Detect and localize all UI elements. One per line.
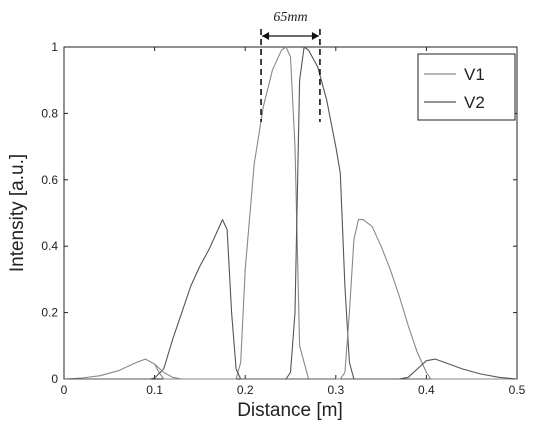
x-tick-label: 0.4 [418,383,435,397]
x-tick-label: 0 [61,383,68,397]
series-line-segment-5 [154,363,218,380]
series-line-segment-3 [335,219,517,380]
x-tick-label: 0.1 [146,383,163,397]
x-tick-label: 0.2 [237,383,254,397]
legend-label-v1: V1 [464,65,485,84]
axis-ticks: 0 0.1 0.2 0.3 0.4 0.5 0 0.2 0.4 0.6 0.8 1 [41,40,525,397]
legend-label-v2: V2 [464,93,485,112]
y-tick-label: 0.6 [41,173,58,187]
annotation-65mm: 65mm [260,10,321,122]
annotation-label: 65mm [273,10,307,25]
annotation-arrowhead-right [311,32,319,40]
y-tick-label: 0 [51,372,58,386]
legend-box [417,53,516,121]
y-tick-label: 1 [51,40,58,54]
x-axis-title: Distance [m] [237,400,343,421]
x-tick-label: 0.3 [327,383,344,397]
y-tick-label: 0.4 [41,239,58,253]
y-tick-label: 0.2 [41,306,58,320]
y-tick-label: 0.8 [41,106,58,120]
y-axis-title: Intensity [a.u.] [7,154,28,272]
series-line-segment-4 [399,358,518,380]
annotation-arrowhead-left [262,32,270,40]
series-group [63,46,518,380]
x-tick-label: 0.5 [509,383,526,397]
legend: V1 V2 [417,53,516,121]
